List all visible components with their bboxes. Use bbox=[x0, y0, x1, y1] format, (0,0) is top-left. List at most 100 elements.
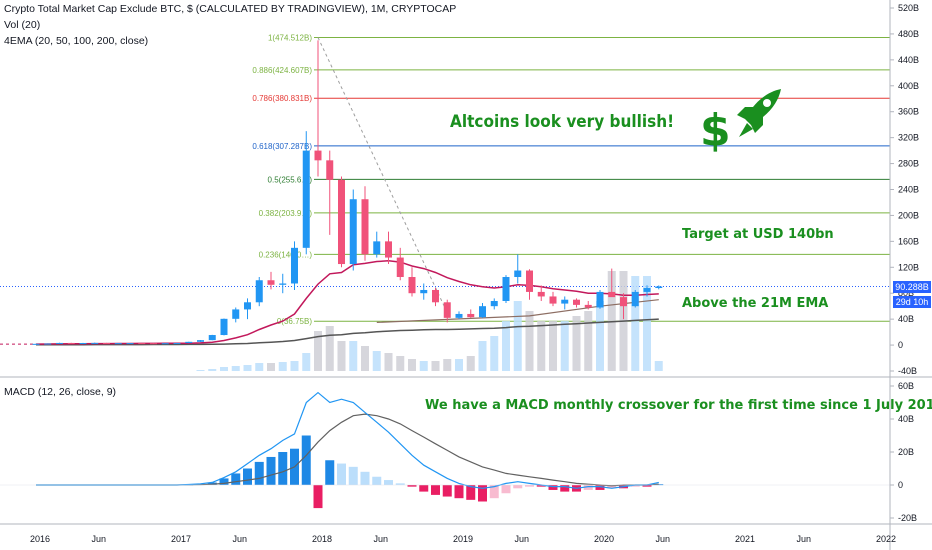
x-tick-label: 2017 bbox=[171, 534, 191, 544]
volume-bar bbox=[372, 351, 381, 371]
macd-histogram-bar bbox=[478, 485, 487, 502]
volume-bar bbox=[643, 276, 651, 371]
candle-body bbox=[197, 340, 204, 342]
annotation-macd: We have a MACD monthly crossover for the… bbox=[425, 398, 932, 413]
candle-body bbox=[561, 299, 569, 304]
candle-body bbox=[620, 297, 627, 307]
fib-label: 0(36.75B) bbox=[277, 317, 312, 326]
y-tick-label: 240B bbox=[898, 185, 919, 195]
macd-histogram-bar bbox=[325, 460, 335, 485]
macd-histogram-bar bbox=[254, 461, 264, 485]
macd-histogram-bar bbox=[360, 471, 370, 485]
macd-histogram-bar bbox=[431, 485, 440, 495]
volume-bar bbox=[302, 353, 311, 371]
y-tick-label: 480B bbox=[898, 29, 919, 39]
macd-histogram-bar bbox=[395, 483, 405, 485]
volume-bar bbox=[361, 346, 369, 371]
candle-body bbox=[114, 343, 122, 345]
macd-y-tick-label: 40B bbox=[898, 414, 914, 424]
dollar-sign-icon: $ bbox=[700, 105, 731, 156]
y-tick-label: 520B bbox=[898, 3, 919, 13]
volume-bar bbox=[396, 356, 405, 371]
macd-histogram-bar bbox=[348, 466, 358, 485]
fib-label: 0.786(380.831B) bbox=[252, 94, 312, 103]
candle-body bbox=[349, 199, 357, 265]
trend-line bbox=[317, 37, 448, 313]
y-tick-label: 160B bbox=[898, 236, 919, 246]
ema-legend: 4EMA (20, 50, 100, 200, close) bbox=[4, 35, 149, 47]
rocket-icon bbox=[737, 89, 781, 137]
candle-body bbox=[537, 291, 545, 297]
candle-body bbox=[67, 342, 75, 344]
candle-body bbox=[44, 343, 52, 345]
volume-bar bbox=[408, 359, 416, 371]
volume-bar bbox=[255, 363, 264, 371]
volume-bar bbox=[208, 369, 217, 371]
volume-bar bbox=[478, 341, 487, 371]
candle-body bbox=[220, 318, 228, 336]
volume-bar bbox=[196, 370, 205, 371]
candle-body bbox=[150, 343, 157, 345]
macd-histogram-bar bbox=[407, 485, 417, 487]
macd-histogram-bar bbox=[595, 485, 605, 490]
macd-histogram-bar bbox=[301, 435, 311, 485]
fib-label: 0.382(203.9…) bbox=[259, 209, 313, 218]
y-tick-label: 0 bbox=[898, 340, 903, 350]
volume-bar bbox=[631, 276, 640, 371]
candle-body bbox=[185, 341, 193, 344]
macd-histogram-bar bbox=[607, 485, 617, 489]
volume-bar bbox=[337, 341, 346, 371]
macd-histogram-bar bbox=[560, 485, 570, 492]
candle-body bbox=[584, 304, 592, 308]
macd-pane bbox=[0, 391, 890, 509]
macd-histogram-bar bbox=[525, 485, 534, 487]
macd-legend: MACD (12, 26, close, 9) bbox=[4, 386, 117, 398]
macd-y-tick-label: 60B bbox=[898, 381, 914, 391]
candle-body bbox=[326, 160, 334, 180]
volume-bar bbox=[525, 311, 534, 371]
candle-body bbox=[631, 291, 639, 307]
ema-50-line bbox=[376, 299, 659, 323]
candle-body bbox=[361, 199, 369, 255]
x-tick-label: 2016 bbox=[30, 534, 50, 544]
candle-body bbox=[655, 286, 663, 289]
candle-body bbox=[138, 343, 146, 345]
candle-body bbox=[443, 302, 451, 318]
volume-bar bbox=[443, 359, 452, 371]
candle-body bbox=[126, 343, 134, 345]
volume-bar bbox=[654, 361, 663, 371]
candle-body bbox=[608, 291, 616, 298]
x-tick-label: 2019 bbox=[453, 534, 473, 544]
annotation-icons: $ bbox=[700, 89, 781, 156]
macd-histogram-bar bbox=[642, 485, 652, 487]
volume-bar bbox=[502, 321, 510, 371]
macd-histogram-bar bbox=[513, 485, 523, 489]
x-tick-label: Jun bbox=[373, 534, 388, 544]
candle-body bbox=[56, 342, 63, 344]
volume-bar bbox=[549, 321, 557, 371]
volume-bar bbox=[231, 366, 240, 371]
macd-histogram-bar bbox=[442, 485, 452, 497]
y-tick-label: 360B bbox=[898, 107, 919, 117]
x-tick-label: Jun bbox=[232, 534, 247, 544]
countdown-tag: 29d 10h bbox=[893, 296, 931, 308]
ema-200-line bbox=[36, 318, 659, 346]
volume-bar bbox=[431, 361, 440, 371]
candle-body bbox=[314, 150, 322, 161]
macd-histogram-bar bbox=[243, 468, 252, 485]
macd-histogram-bar bbox=[630, 485, 640, 487]
y-tick-label: 40B bbox=[898, 314, 914, 324]
macd-y-tick-label: 20B bbox=[898, 447, 914, 457]
x-tick-label: 2022 bbox=[876, 534, 896, 544]
candle-body bbox=[408, 277, 416, 294]
y-tick-label: 440B bbox=[898, 55, 919, 65]
volume-bar bbox=[267, 363, 275, 371]
volume-legend: Vol (20) bbox=[4, 19, 41, 31]
y-tick-label: 320B bbox=[898, 133, 919, 143]
fib-label: 0.618(307.287B) bbox=[252, 142, 312, 151]
annotation-bullish: Altcoins look very bullish! bbox=[450, 112, 675, 132]
candle-body bbox=[596, 291, 604, 308]
